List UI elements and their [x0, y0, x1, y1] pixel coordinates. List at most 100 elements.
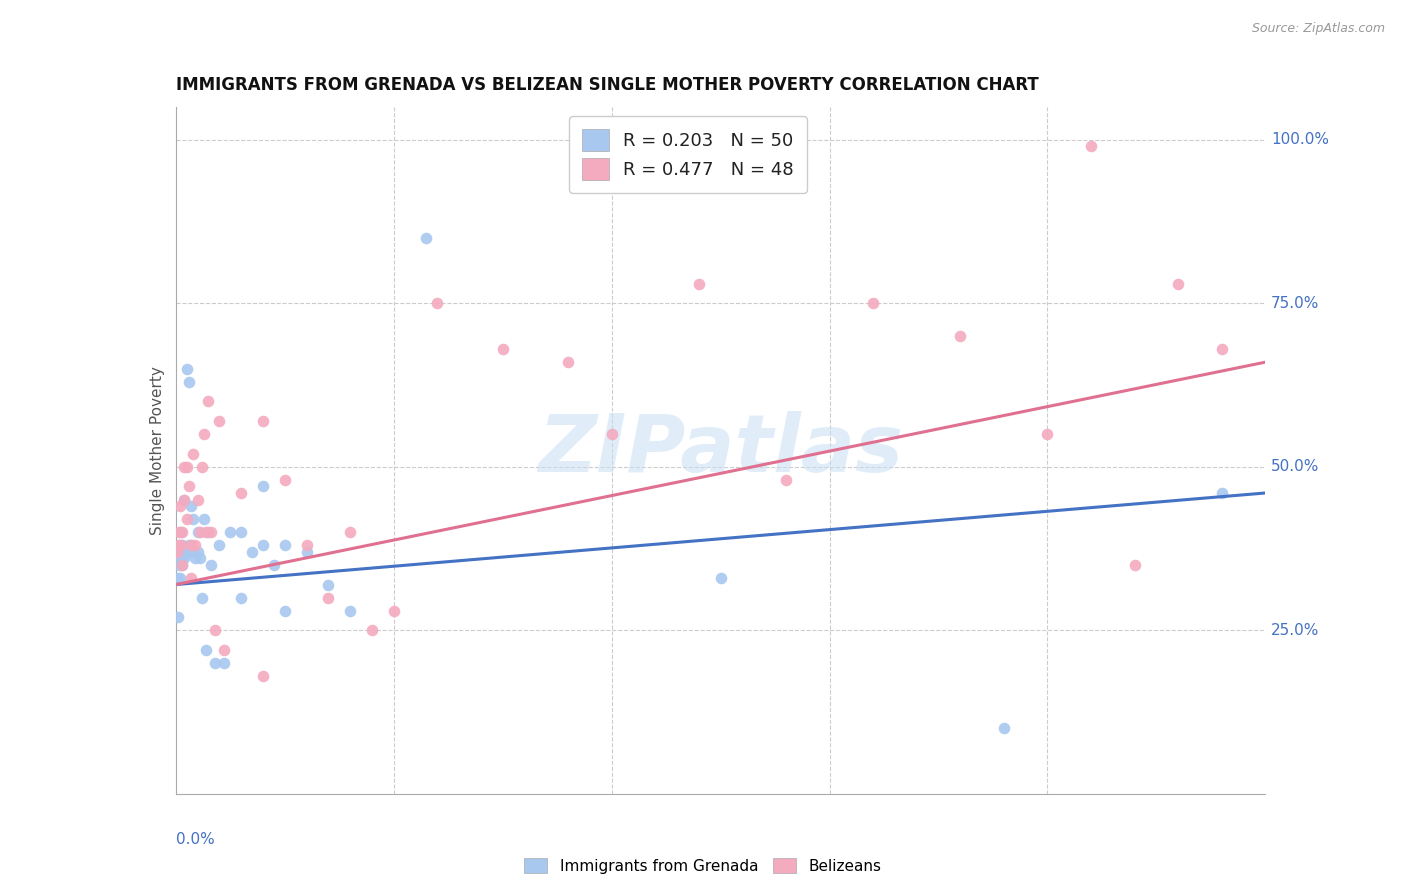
Point [339, 604, 361, 618]
Text: ZIPatlas: ZIPatlas [538, 411, 903, 490]
Point [173, 459, 195, 474]
Point [170, 538, 193, 552]
Point [167, 538, 190, 552]
Point [557, 355, 579, 369]
Point [195, 643, 218, 657]
Point [191, 591, 214, 605]
Point [172, 545, 194, 559]
Point [177, 375, 200, 389]
Point [204, 624, 226, 638]
Point [197, 394, 219, 409]
Point [186, 525, 209, 540]
Point [318, 577, 340, 591]
Point [360, 624, 382, 638]
Text: 0.0%: 0.0% [176, 831, 215, 847]
Point [188, 551, 211, 566]
Point [219, 525, 242, 540]
Point [295, 538, 318, 552]
Text: 50.0%: 50.0% [1271, 459, 1319, 475]
Point [492, 342, 515, 356]
Point [169, 499, 191, 513]
Point [188, 525, 211, 540]
Point [167, 610, 190, 624]
Point [775, 473, 797, 487]
Point [184, 551, 207, 566]
Point [212, 643, 235, 657]
Point [415, 231, 437, 245]
Point [184, 538, 207, 552]
Text: 25.0%: 25.0% [1271, 623, 1319, 638]
Legend: Immigrants from Grenada, Belizeans: Immigrants from Grenada, Belizeans [519, 852, 887, 880]
Point [197, 525, 219, 540]
Point [710, 571, 733, 585]
Point [1211, 486, 1233, 500]
Point [274, 604, 297, 618]
Point [172, 538, 194, 552]
Point [339, 525, 361, 540]
Point [212, 656, 235, 670]
Point [252, 538, 274, 552]
Point [193, 427, 215, 442]
Point [186, 545, 209, 559]
Point [180, 538, 202, 552]
Point [208, 414, 231, 428]
Point [274, 473, 297, 487]
Point [166, 545, 188, 559]
Point [170, 551, 193, 566]
Point [1036, 427, 1059, 442]
Point [167, 525, 190, 540]
Point [180, 571, 202, 585]
Point [1080, 139, 1102, 153]
Point [181, 447, 204, 461]
Point [240, 545, 263, 559]
Text: IMMIGRANTS FROM GRENADA VS BELIZEAN SINGLE MOTHER POVERTY CORRELATION CHART: IMMIGRANTS FROM GRENADA VS BELIZEAN SING… [176, 77, 1039, 95]
Point [191, 459, 214, 474]
Point [181, 512, 204, 526]
Point [1123, 558, 1146, 572]
Point [252, 414, 274, 428]
Point [180, 499, 202, 513]
Point [176, 545, 198, 559]
Point [274, 538, 297, 552]
Point [172, 525, 194, 540]
Point [166, 545, 188, 559]
Text: 75.0%: 75.0% [1271, 296, 1319, 310]
Point [173, 551, 195, 566]
Point [382, 604, 405, 618]
Point [231, 486, 253, 500]
Point [252, 479, 274, 493]
Point [195, 525, 218, 540]
Point [231, 591, 253, 605]
Point [186, 492, 209, 507]
Point [208, 538, 231, 552]
Point [177, 479, 200, 493]
Point [200, 525, 222, 540]
Point [176, 512, 198, 526]
Point [263, 558, 285, 572]
Point [193, 512, 215, 526]
Point [252, 669, 274, 683]
Point [167, 538, 190, 552]
Point [167, 571, 190, 585]
Point [949, 329, 972, 343]
Point [295, 545, 318, 559]
Point [204, 656, 226, 670]
Point [231, 525, 253, 540]
Text: 100.0%: 100.0% [1271, 132, 1329, 147]
Point [176, 459, 198, 474]
Point [172, 558, 194, 572]
Text: Source: ZipAtlas.com: Source: ZipAtlas.com [1251, 22, 1385, 36]
Point [200, 558, 222, 572]
Point [318, 591, 340, 605]
Point [172, 558, 194, 572]
Y-axis label: Single Mother Poverty: Single Mother Poverty [149, 366, 165, 535]
Point [181, 545, 204, 559]
Point [170, 525, 193, 540]
Point [173, 492, 195, 507]
Point [173, 492, 195, 507]
Point [426, 296, 449, 310]
Point [169, 571, 191, 585]
Point [176, 361, 198, 376]
Point [993, 722, 1015, 736]
Point [177, 538, 200, 552]
